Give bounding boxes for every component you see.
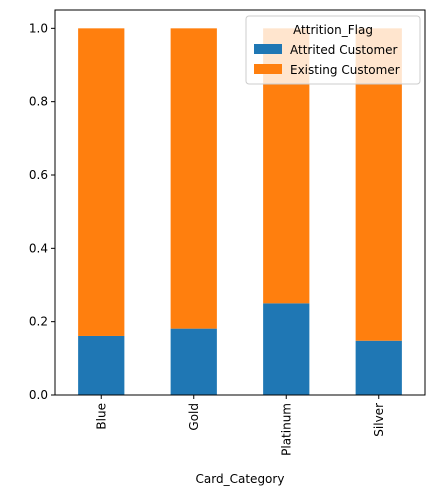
- x-tick-label-silver: Silver: [372, 403, 386, 437]
- bar-platinum-attrited-customer: [263, 303, 310, 395]
- legend-swatch-attrited-customer: [254, 44, 282, 54]
- y-tick-label: 0.0: [29, 388, 48, 402]
- y-tick-label: 0.8: [29, 95, 48, 109]
- x-tick-label-blue: Blue: [94, 403, 108, 430]
- bar-gold-existing-customer: [170, 28, 217, 329]
- x-axis-label: Card_Category: [196, 472, 285, 486]
- legend-box: [245, 15, 421, 85]
- y-tick-label: 0.4: [29, 241, 48, 255]
- y-axis: 0.0 0.2 0.4 0.6 0.8 1.0: [29, 21, 55, 402]
- y-tick-label: 0.2: [29, 315, 48, 329]
- x-tick-label-gold: Gold: [187, 403, 201, 431]
- legend-label-existing-customer: Existing Customer: [290, 63, 400, 77]
- plot-frame: [54, 9, 426, 396]
- y-tick-label: 1.0: [29, 21, 48, 35]
- bar-silver-attrited-customer: [355, 340, 402, 395]
- legend-title: Attrition_Flag: [293, 23, 373, 37]
- legend-items: Attrited Customer Existing Customer: [254, 43, 400, 77]
- legend-swatch-existing-customer: [254, 64, 282, 74]
- bars-layer: [78, 28, 402, 395]
- bar-gold-attrited-customer: [170, 328, 217, 395]
- bar-blue-existing-customer: [78, 28, 125, 336]
- x-axis: Blue Gold Platinum Silver: [94, 395, 386, 456]
- bar-blue-attrited-customer: [78, 335, 125, 395]
- legend-label-attrited-customer: Attrited Customer: [290, 43, 398, 57]
- y-tick-label: 0.6: [29, 168, 48, 182]
- legend: Attrition_Flag Attrited Customer Existing…: [245, 15, 421, 85]
- x-tick-label-platinum: Platinum: [279, 403, 293, 456]
